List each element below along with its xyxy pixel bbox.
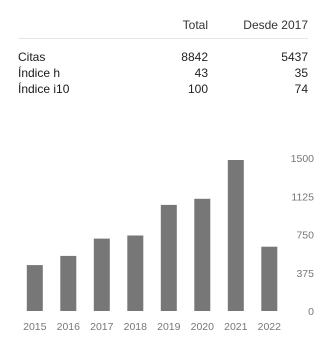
bar-2018[interactable] <box>127 235 144 312</box>
y-tick-label: 1500 <box>291 153 315 165</box>
bar-2016[interactable] <box>60 255 77 311</box>
x-tick-label: 2016 <box>57 321 81 333</box>
bar-2017[interactable] <box>93 238 110 311</box>
citations-table: Total Desde 2017 Citas 8842 5437 Índice … <box>18 12 308 97</box>
header-total: Total <box>182 18 208 32</box>
table-row: Citas 8842 5437 <box>18 39 308 66</box>
chart-x-axis-labels: 2015 2016 2017 2018 2019 2020 2021 2022 <box>23 321 281 333</box>
i10-index-total: 100 <box>187 82 208 96</box>
x-tick-label: 2019 <box>157 321 181 333</box>
bar-2019[interactable] <box>160 204 177 311</box>
y-tick-label: 0 <box>308 306 314 318</box>
x-tick-label: 2018 <box>124 321 148 333</box>
table-header-row: Total Desde 2017 <box>18 12 308 39</box>
h-index-total: 43 <box>194 66 208 80</box>
i10-index-link[interactable]: Índice i10 <box>18 82 70 96</box>
x-tick-label: 2020 <box>191 321 215 333</box>
h-index-since: 35 <box>294 66 308 80</box>
header-label <box>18 12 128 39</box>
bar-2022[interactable] <box>261 246 278 311</box>
citations-total: 8842 <box>181 50 208 64</box>
x-tick-label: 2022 <box>258 321 282 333</box>
y-tick-label: 375 <box>296 268 314 280</box>
chart-bars <box>26 160 278 312</box>
citations-link[interactable]: Citas <box>18 50 46 64</box>
x-tick-label: 2015 <box>23 321 47 333</box>
chart-y-axis-labels: 0 375 750 1125 1500 <box>291 153 315 318</box>
h-index-link[interactable]: Índice h <box>18 66 61 80</box>
citations-per-year-chart: 2015 2016 2017 2018 2019 2020 2021 2022 0 375 750… <box>23 153 315 333</box>
bar-2021[interactable] <box>227 160 244 311</box>
y-tick-label: 1125 <box>291 191 314 203</box>
table-row: Índice h 43 35 <box>18 65 308 81</box>
x-tick-label: 2021 <box>224 321 248 333</box>
bar-2020[interactable] <box>194 198 211 311</box>
i10-index-since: 74 <box>294 82 308 96</box>
citations-since: 5437 <box>281 50 308 64</box>
header-since-2017: Desde 2017 <box>243 18 308 32</box>
x-tick-label: 2017 <box>90 321 114 333</box>
y-tick-label: 750 <box>296 230 314 242</box>
bar-2015[interactable] <box>26 265 43 311</box>
table-row: Índice i10 100 74 <box>18 81 308 97</box>
